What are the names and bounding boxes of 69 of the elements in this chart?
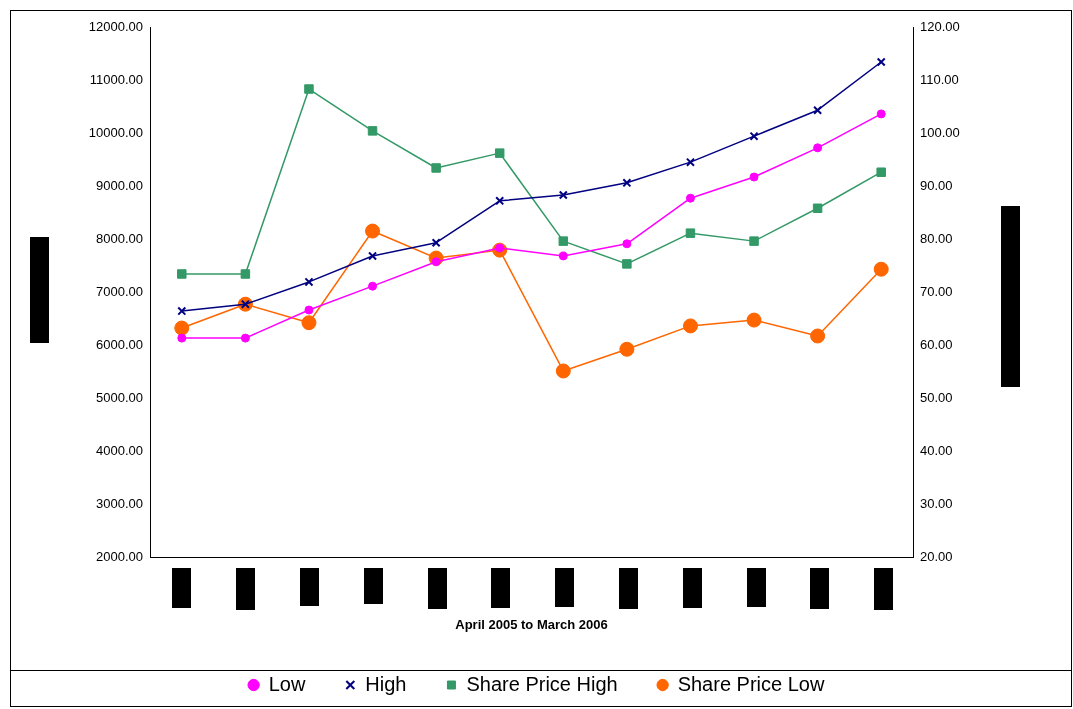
- point: [558, 251, 568, 261]
- y-tick-label: 7000.00: [96, 283, 143, 299]
- point: [685, 193, 695, 203]
- y2-tick-label: 120.00: [920, 18, 960, 34]
- point: [622, 239, 632, 249]
- y2-tick-label: 60.00: [920, 336, 953, 352]
- point: [368, 251, 378, 261]
- point: [174, 320, 190, 336]
- point: [876, 109, 886, 119]
- point: [177, 306, 187, 316]
- point: [240, 333, 250, 343]
- point: [682, 318, 698, 334]
- y-tick-label: 10000.00: [88, 124, 143, 140]
- point: [304, 277, 314, 287]
- point: [685, 228, 696, 238]
- point: [749, 131, 759, 141]
- point: [813, 105, 823, 115]
- y2-tick-label: 50.00: [920, 389, 953, 405]
- point: [431, 238, 441, 248]
- point: [749, 236, 759, 246]
- point: [813, 143, 823, 153]
- y2-tick-label: 90.00: [920, 177, 953, 193]
- y-tick-label: 12000.00: [88, 18, 143, 34]
- y2-tick-label: 80.00: [920, 230, 953, 246]
- legend-label: High: [365, 672, 407, 695]
- point: [873, 261, 889, 277]
- point: [619, 341, 635, 357]
- y2-tick-label: 110.00: [920, 71, 959, 87]
- y-tick-label: 6000.00: [96, 336, 143, 352]
- point: [304, 84, 314, 94]
- point: [177, 269, 187, 279]
- point: [622, 259, 632, 269]
- point: [558, 236, 569, 246]
- y-tick-label: 9000.00: [96, 177, 143, 193]
- point: [622, 178, 632, 188]
- legend-label: Share Price Low: [677, 672, 825, 695]
- x-axis-title: April 2005 to March 2006: [455, 616, 608, 632]
- point: [431, 163, 441, 173]
- point: [812, 203, 823, 213]
- y2-tick-label: 100.00: [920, 124, 960, 140]
- y2-tick-label: 70.00: [920, 283, 953, 299]
- point: [240, 269, 251, 279]
- point: [749, 172, 759, 182]
- point: [810, 328, 826, 344]
- point: [304, 305, 314, 315]
- point: [746, 312, 762, 328]
- point: [558, 190, 568, 200]
- legend-label: Low: [268, 672, 306, 695]
- legend-label: Share Price High: [466, 672, 618, 695]
- y-tick-label: 11000.00: [89, 71, 143, 87]
- y-tick-label: 8000.00: [96, 230, 143, 246]
- y2-tick-label: 20.00: [920, 548, 953, 564]
- point: [301, 315, 317, 331]
- point: [367, 126, 378, 136]
- point: [876, 167, 886, 177]
- point: [177, 333, 187, 343]
- y2-tick-label: 40.00: [920, 442, 953, 458]
- point: [555, 363, 571, 379]
- point: [494, 148, 505, 158]
- y-tick-label: 3000.00: [96, 495, 143, 511]
- y-tick-label: 2000.00: [96, 548, 143, 564]
- point: [685, 157, 695, 167]
- point: [495, 196, 505, 206]
- y2-tick-label: 30.00: [920, 495, 953, 511]
- point: [368, 281, 378, 291]
- y-tick-label: 4000.00: [96, 442, 143, 458]
- y-tick-label: 5000.00: [96, 389, 143, 405]
- point: [365, 223, 381, 239]
- point: [876, 57, 886, 67]
